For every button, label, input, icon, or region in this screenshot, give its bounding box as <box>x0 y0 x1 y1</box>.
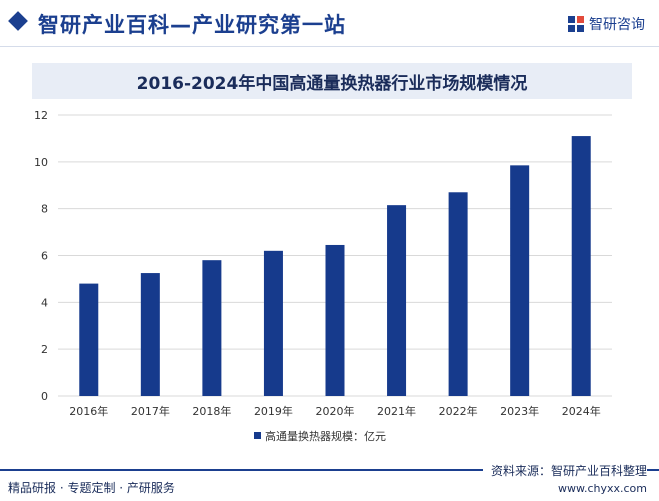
site-title: 智研产业百科—产业研究第一站 <box>38 13 346 37</box>
legend: 高通量换热器规模：亿元 <box>254 429 386 443</box>
x-tick-label: 2017年 <box>131 404 170 418</box>
source-note: 资料来源：智研产业百科整理 <box>482 462 647 479</box>
x-tick-label: 2022年 <box>439 404 478 418</box>
bar-chart: 0 2 4 6 8 10 12 2016年 2017年 2018年 2019年 2020年 2021年 2… <box>34 109 612 443</box>
bar[interactable] <box>448 192 468 396</box>
bar[interactable] <box>510 165 530 396</box>
site-header: 智研产业百科—产业研究第一站 智研咨询 <box>0 0 659 48</box>
bar[interactable] <box>202 260 222 396</box>
legend-swatch <box>254 432 261 439</box>
x-tick-label: 2016年 <box>69 404 108 418</box>
chart-title-bar: 2016-2024年中国高通量换热器行业市场规模情况 <box>32 63 632 99</box>
bar[interactable] <box>140 273 160 396</box>
bar[interactable] <box>325 244 345 396</box>
y-tick-label: 2 <box>41 343 48 356</box>
x-tick-label: 2019年 <box>254 404 293 418</box>
y-tick-label: 4 <box>41 296 48 309</box>
bar[interactable] <box>387 205 407 396</box>
brand[interactable]: 智研咨询 <box>567 14 645 34</box>
y-tick-label: 6 <box>41 250 48 263</box>
legend-label: 高通量换热器规模：亿元 <box>265 429 386 443</box>
x-tick-label: 2018年 <box>192 404 231 418</box>
brand-name: 智研咨询 <box>589 17 645 33</box>
x-tick-label: 2024年 <box>562 404 601 418</box>
y-tick-label: 10 <box>34 156 48 169</box>
y-tick-label: 8 <box>41 203 48 216</box>
y-tick-label: 12 <box>34 109 48 122</box>
x-tick-label: 2021年 <box>377 404 416 418</box>
bar[interactable] <box>79 283 99 396</box>
bar[interactable] <box>571 136 591 396</box>
chart-title: 2016-2024年中国高通量换热器行业市场规模情况 <box>136 73 528 94</box>
bar[interactable] <box>263 250 283 396</box>
diamond-icon <box>8 11 28 31</box>
x-tick-label: 2020年 <box>316 404 355 418</box>
y-tick-label: 0 <box>41 390 48 403</box>
footer-divider <box>0 469 659 471</box>
footer-services: 精品研报 · 专题定制 · 产研服务 <box>8 481 175 495</box>
footer-url[interactable]: www.chyxx.com <box>557 482 647 495</box>
x-tick-label: 2023年 <box>500 404 539 418</box>
brand-logo-icon <box>568 16 584 32</box>
header-divider <box>0 46 659 47</box>
